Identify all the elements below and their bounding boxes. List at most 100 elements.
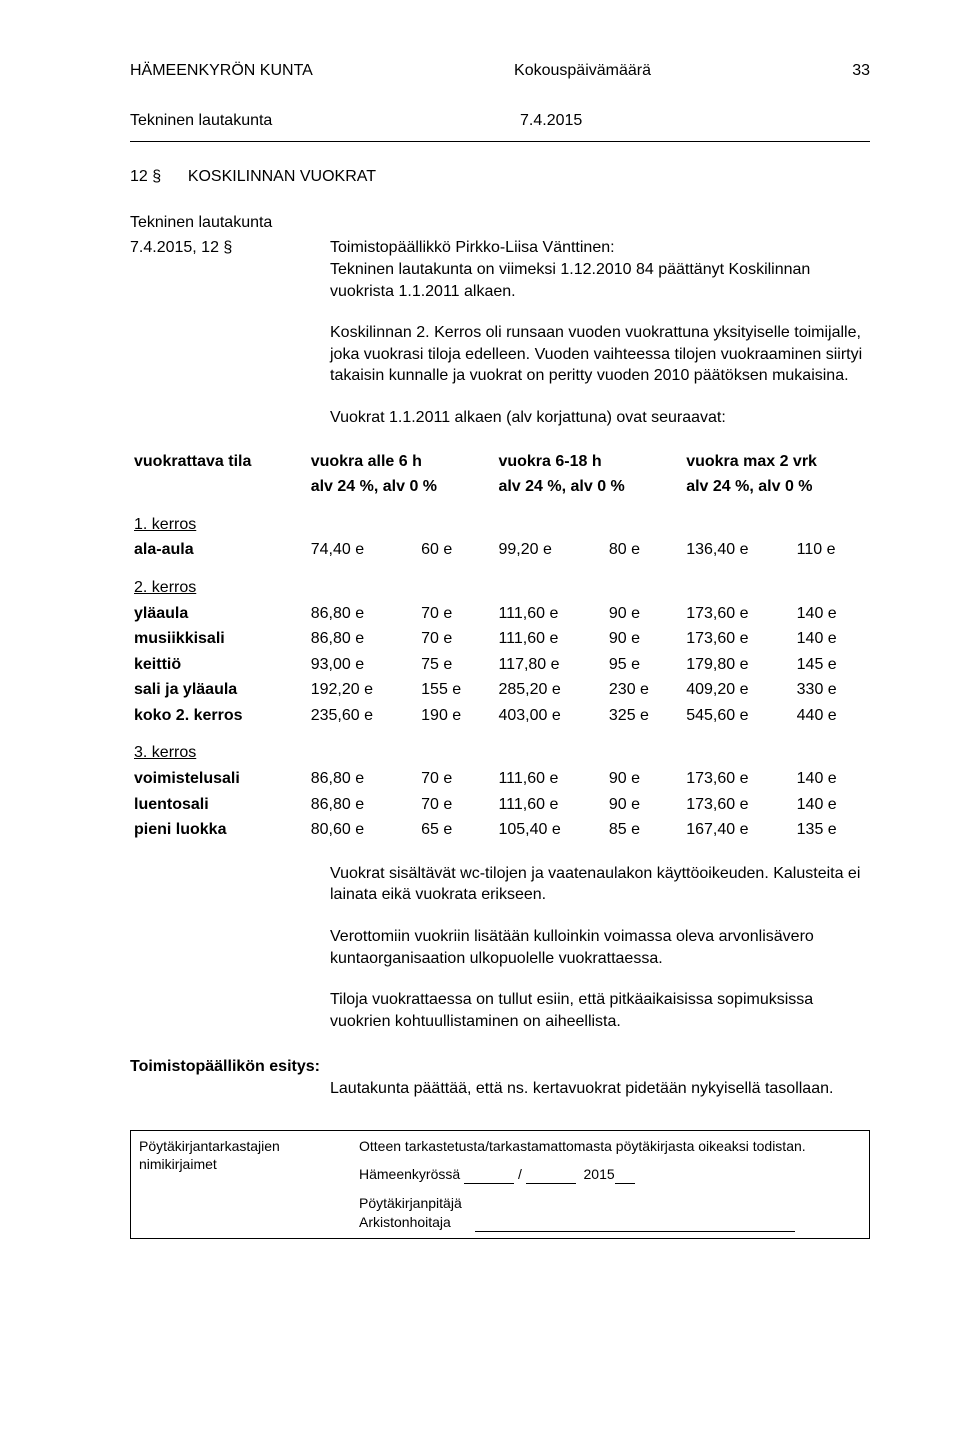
cell-a2: 65 e — [417, 817, 494, 843]
cell-b1: 285,20 e — [494, 677, 604, 703]
row-label: koko 2. kerros — [130, 703, 307, 729]
footer-right: Otteen tarkastetusta/tarkastamattomasta … — [351, 1131, 869, 1239]
footer-box: Pöytäkirjantarkastajien nimikirjaimet Ot… — [130, 1130, 870, 1240]
footer-year: 2015 — [584, 1166, 615, 1182]
table-header-row-2: alv 24 %, alv 0 % alv 24 %, alv 0 % alv … — [130, 474, 870, 500]
cell-c1: 545,60 e — [682, 703, 792, 729]
th-alv-a: alv 24 %, alv 0 % — [307, 474, 495, 500]
table-row: ala-aula74,40 e60 e99,20 e80 e136,40 e11… — [130, 537, 870, 563]
cell-c1: 136,40 e — [682, 537, 792, 563]
intro-line-2: Tekninen lautakunta on viimeksi 1.12.201… — [330, 259, 870, 302]
meeting-ref: 7.4.2015, 12 § — [130, 237, 330, 302]
post-para-3: Tiloja vuokrattaessa on tullut esiin, et… — [330, 989, 870, 1032]
cell-c1: 173,60 e — [682, 601, 792, 627]
th-under6: vuokra alle 6 h — [307, 449, 495, 475]
row-label: sali ja yläaula — [130, 677, 307, 703]
cell-b2: 95 e — [605, 652, 682, 678]
cell-b2: 90 e — [605, 601, 682, 627]
cell-b2: 80 e — [605, 537, 682, 563]
cell-b1: 111,60 e — [494, 766, 604, 792]
cell-c2: 140 e — [793, 626, 870, 652]
cell-c2: 135 e — [793, 817, 870, 843]
cell-a1: 235,60 e — [307, 703, 417, 729]
intro-line-1: Toimistopäällikkö Pirkko-Liisa Vänttinen… — [330, 237, 870, 259]
header-center: Kokouspäivämäärä — [514, 60, 651, 82]
cell-b2: 90 e — [605, 792, 682, 818]
table-section-header: 3. kerros — [130, 728, 870, 766]
cell-a1: 80,60 e — [307, 817, 417, 843]
cell-a2: 70 e — [417, 766, 494, 792]
committee-name: Tekninen lautakunta — [130, 110, 272, 132]
cell-c2: 330 e — [793, 677, 870, 703]
section-name: 3. kerros — [130, 728, 870, 766]
paragraph-2: Vuokrat 1.1.2011 alkaen (alv korjattuna)… — [330, 407, 870, 429]
row-label: voimistelusali — [130, 766, 307, 792]
cell-b1: 403,00 e — [494, 703, 604, 729]
table-row: koko 2. kerros235,60 e190 e403,00 e325 e… — [130, 703, 870, 729]
th-space: vuokrattava tila — [130, 449, 307, 475]
cell-a2: 70 e — [417, 626, 494, 652]
cell-c1: 167,40 e — [682, 817, 792, 843]
cell-b2: 230 e — [605, 677, 682, 703]
th-alv-c: alv 24 %, alv 0 % — [682, 474, 870, 500]
cell-c1: 409,20 e — [682, 677, 792, 703]
cell-c2: 440 e — [793, 703, 870, 729]
footer-place: Hämeenkyrössä — [359, 1166, 460, 1182]
date-blank-1 — [464, 1170, 514, 1184]
agency-line: Tekninen lautakunta — [130, 212, 870, 234]
intro-block: Toimistopäällikkö Pirkko-Liisa Vänttinen… — [330, 237, 870, 302]
row-label: luentosali — [130, 792, 307, 818]
proposal-text: Lautakunta päättää, että ns. kertavuokra… — [330, 1078, 870, 1100]
cell-b1: 111,60 e — [494, 626, 604, 652]
table-row: keittiö93,00 e75 e117,80 e95 e179,80 e14… — [130, 652, 870, 678]
cell-b1: 111,60 e — [494, 792, 604, 818]
rent-table: vuokrattava tila vuokra alle 6 h vuokra … — [130, 449, 870, 843]
cell-b1: 99,20 e — [494, 537, 604, 563]
cell-c2: 140 e — [793, 792, 870, 818]
cell-b2: 90 e — [605, 626, 682, 652]
cell-b2: 90 e — [605, 766, 682, 792]
date-blank-2 — [526, 1170, 576, 1184]
section-title: 12 § KOSKILINNAN VUOKRAT — [130, 166, 870, 188]
row-label: ala-aula — [130, 537, 307, 563]
footer-archivist-row: Arkistonhoitaja — [359, 1213, 861, 1232]
cell-c2: 140 e — [793, 766, 870, 792]
cell-a1: 86,80 e — [307, 626, 417, 652]
footer-archivist: Arkistonhoitaja — [359, 1214, 451, 1230]
cell-a1: 86,80 e — [307, 792, 417, 818]
table-section-header: 1. kerros — [130, 500, 870, 538]
footer-left: Pöytäkirjantarkastajien nimikirjaimet — [131, 1131, 351, 1239]
cell-c1: 173,60 e — [682, 626, 792, 652]
table-row: pieni luokka80,60 e65 e105,40 e85 e167,4… — [130, 817, 870, 843]
cell-c2: 140 e — [793, 601, 870, 627]
signature-line — [475, 1218, 795, 1232]
table-header-row-1: vuokrattava tila vuokra alle 6 h vuokra … — [130, 449, 870, 475]
section-name: KOSKILINNAN VUOKRAT — [188, 168, 376, 185]
table-row: luentosali86,80 e70 e111,60 e90 e173,60 … — [130, 792, 870, 818]
footer-attest: Otteen tarkastetusta/tarkastamattomasta … — [359, 1137, 861, 1156]
row-label: musiikkisali — [130, 626, 307, 652]
cell-c2: 110 e — [793, 537, 870, 563]
cell-b1: 111,60 e — [494, 601, 604, 627]
meeting-ref-row: 7.4.2015, 12 § Toimistopäällikkö Pirkko-… — [130, 237, 870, 302]
cell-c1: 179,80 e — [682, 652, 792, 678]
post-para-1: Vuokrat sisältävät wc-tilojen ja vaatena… — [330, 863, 870, 906]
row-label: yläaula — [130, 601, 307, 627]
table-row: voimistelusali86,80 e70 e111,60 e90 e173… — [130, 766, 870, 792]
cell-a2: 70 e — [417, 601, 494, 627]
cell-a1: 74,40 e — [307, 537, 417, 563]
committee-date: 7.4.2015 — [520, 110, 582, 132]
footer-left-2: nimikirjaimet — [139, 1155, 343, 1174]
footer-keeper: Pöytäkirjanpitäjä — [359, 1194, 861, 1213]
document-page: HÄMEENKYRÖN KUNTA Kokouspäivämäärä 33 Te… — [0, 0, 960, 1279]
proposal-block: Toimistopäällikön esitys: Lautakunta pää… — [130, 1056, 870, 1099]
footer-place-date: Hämeenkyrössä / 2015 — [359, 1165, 861, 1184]
org-name: HÄMEENKYRÖN KUNTA — [130, 60, 313, 82]
cell-c1: 173,60 e — [682, 792, 792, 818]
cell-c2: 145 e — [793, 652, 870, 678]
cell-a2: 155 e — [417, 677, 494, 703]
cell-b1: 117,80 e — [494, 652, 604, 678]
footer-left-1: Pöytäkirjantarkastajien — [139, 1137, 343, 1156]
cell-a2: 75 e — [417, 652, 494, 678]
section-name: 2. kerros — [130, 563, 870, 601]
